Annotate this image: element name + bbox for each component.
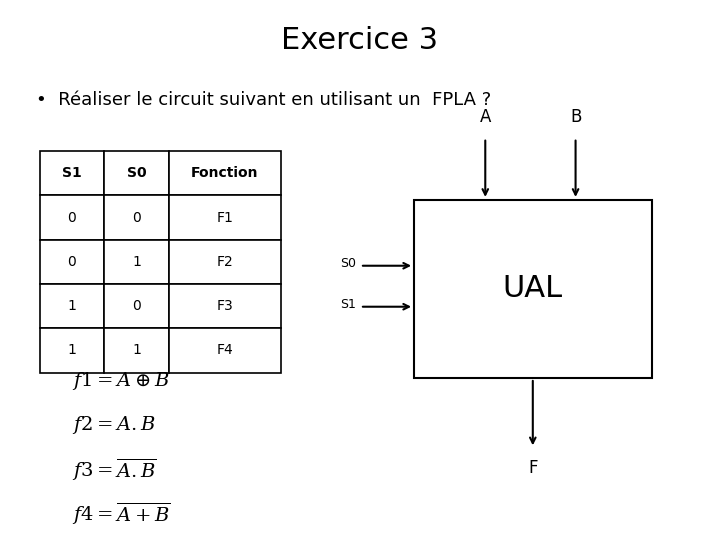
Bar	[104, 195, 169, 240]
Text: F: F	[528, 459, 538, 477]
Text: Exercice 3: Exercice 3	[282, 26, 438, 55]
Text: 0: 0	[132, 299, 141, 313]
Text: 1: 1	[132, 343, 141, 357]
Text: S0: S0	[341, 256, 356, 269]
Bar	[414, 200, 652, 378]
Text: F4: F4	[217, 343, 233, 357]
Bar	[40, 151, 104, 195]
Text: F1: F1	[217, 211, 233, 225]
Text: UAL: UAL	[503, 274, 563, 303]
Bar	[40, 328, 104, 373]
Text: 0: 0	[68, 255, 76, 269]
Text: 1: 1	[68, 299, 76, 313]
Text: S1: S1	[62, 166, 82, 180]
Text: S1: S1	[341, 298, 356, 310]
Bar	[169, 240, 281, 284]
Text: $f4 = \overline{A+B}$: $f4 = \overline{A+B}$	[72, 500, 171, 527]
Bar	[104, 284, 169, 328]
Bar	[104, 240, 169, 284]
Bar	[169, 151, 281, 195]
Text: S0: S0	[127, 166, 147, 180]
Text: F2: F2	[217, 255, 233, 269]
Text: •  Réaliser le circuit suivant en utilisant un  FPLA ?: • Réaliser le circuit suivant en utilisa…	[36, 91, 491, 109]
Bar	[40, 240, 104, 284]
Text: 1: 1	[68, 343, 76, 357]
Text: Fonction: Fonction	[192, 166, 258, 180]
Text: F3: F3	[217, 299, 233, 313]
Bar	[169, 284, 281, 328]
Bar	[40, 195, 104, 240]
Text: A: A	[480, 108, 491, 126]
Text: 0: 0	[132, 211, 141, 225]
Bar	[104, 328, 169, 373]
Text: B: B	[570, 108, 581, 126]
Bar	[169, 195, 281, 240]
Text: $f1 = A \oplus B$: $f1 = A \oplus B$	[72, 370, 170, 392]
Text: $f3 = \overline{A.B}$: $f3 = \overline{A.B}$	[72, 456, 157, 483]
Text: 0: 0	[68, 211, 76, 225]
Text: 1: 1	[132, 255, 141, 269]
Text: $f2 = A.B$: $f2 = A.B$	[72, 414, 156, 436]
Bar	[169, 328, 281, 373]
Bar	[104, 151, 169, 195]
Bar	[40, 284, 104, 328]
